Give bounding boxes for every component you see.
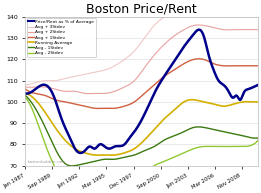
Text: bostonbubble.com: bostonbubble.com <box>28 160 66 164</box>
Title: Boston Price/Rent: Boston Price/Rent <box>86 3 197 16</box>
Legend: Price/Rent as % of Average, Avg + 3Stdev, Avg + 2Stdev, Avg + 1Stdev, Running Av: Price/Rent as % of Average, Avg + 3Stdev… <box>27 18 96 57</box>
